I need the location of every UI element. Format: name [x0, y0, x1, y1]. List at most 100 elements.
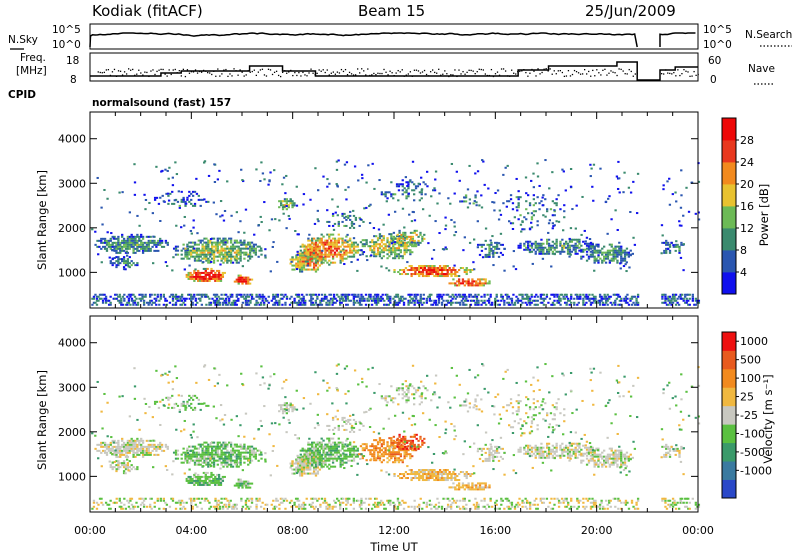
power-cell: [392, 249, 395, 252]
power-cell: [303, 256, 306, 259]
power-cell: [597, 261, 600, 264]
power-cell: [546, 242, 549, 245]
power-cell: [369, 297, 372, 300]
power-cell: [339, 250, 342, 253]
nave-dot: [594, 75, 596, 77]
power-cell: [132, 303, 135, 306]
power-cell: [418, 301, 421, 304]
velocity-cell: [126, 462, 130, 465]
power-cell: [343, 293, 346, 296]
power-cell: [388, 255, 391, 258]
power-cell: [239, 259, 242, 262]
power-cell: [350, 261, 353, 264]
power-cell: [677, 295, 681, 298]
power-cell: [356, 249, 359, 252]
power-cell: [398, 231, 401, 234]
power-cell: [187, 293, 190, 296]
power-cell: [612, 301, 615, 304]
power-cell: [193, 190, 197, 193]
power-cell: [228, 253, 231, 256]
power-cell: [363, 239, 366, 242]
power-cell: [261, 299, 264, 302]
power-cell: [413, 189, 416, 192]
velocity-cell: [301, 464, 304, 467]
power-cell: [245, 276, 248, 279]
power-cell: [608, 243, 611, 246]
power-cell: [632, 180, 635, 183]
velocity-cell: [229, 465, 233, 468]
power-cell: [387, 269, 391, 272]
velocity-cell: [134, 468, 137, 471]
power-cell: [191, 190, 195, 193]
power-cell: [399, 295, 403, 298]
power-cell: [124, 251, 128, 254]
power-cell: [151, 241, 154, 244]
power-cell: [97, 299, 100, 302]
velocity-cell: [191, 453, 195, 456]
power-cell: [226, 303, 229, 306]
power-cell: [171, 297, 175, 300]
power-cell: [240, 295, 243, 298]
power-cell: [174, 297, 178, 300]
power-cell: [517, 246, 520, 249]
power-cell: [224, 255, 227, 258]
power-cell: [220, 240, 223, 243]
noise-tick-high: 10^5: [52, 24, 81, 36]
velocity-cell: [245, 484, 248, 487]
power-cell: [199, 253, 202, 256]
power-cell: [671, 301, 675, 304]
power-cell: [368, 222, 372, 225]
power-cell: [542, 242, 545, 245]
power-cell: [440, 295, 444, 298]
power-cell: [186, 243, 189, 246]
power-cell: [456, 295, 459, 298]
power-cell: [245, 247, 248, 250]
velocity-cell: [220, 461, 223, 464]
velocity-cell: [314, 455, 318, 458]
power-cell: [559, 299, 562, 302]
power-cell: [184, 251, 187, 254]
power-cell: [218, 249, 221, 252]
power-cell: [264, 256, 267, 259]
power-cell: [316, 295, 319, 298]
power-cell: [217, 271, 221, 274]
power-cell: [186, 255, 189, 258]
power-cell: [278, 206, 281, 209]
power-cell: [157, 249, 160, 252]
power-cell: [214, 249, 218, 252]
power-cell: [203, 198, 206, 201]
power-cell: [620, 259, 623, 262]
power-cell: [629, 299, 632, 302]
power-cell: [375, 301, 378, 304]
power-cell: [410, 220, 414, 223]
power-cell: [346, 303, 349, 306]
power-cell: [299, 245, 302, 248]
power-cell: [540, 250, 543, 253]
power-cell: [195, 177, 198, 180]
power-cell: [399, 299, 403, 302]
power-cell: [186, 198, 189, 201]
power-cell: [187, 275, 190, 278]
velocity-cell: [216, 477, 219, 480]
power-cell: [220, 251, 223, 254]
power-cell: [117, 243, 120, 246]
power-cell: [553, 248, 556, 251]
power-cell: [318, 251, 321, 254]
velocity-cell: [122, 449, 126, 452]
velocity-cell: [314, 447, 318, 450]
nave-dot: [393, 74, 395, 77]
power-cell: [314, 167, 317, 170]
power-cell: [259, 301, 263, 304]
power-cell: [305, 248, 308, 251]
power-cell: [260, 253, 263, 256]
power-cell: [343, 216, 346, 219]
velocity-cell: [149, 439, 152, 442]
power-cell: [239, 274, 242, 277]
power-cell: [297, 266, 300, 269]
velocity-cell: [180, 461, 183, 464]
power-cell: [309, 254, 312, 257]
power-cell: [398, 301, 401, 304]
power-cell: [472, 261, 475, 264]
power-cell: [269, 270, 272, 273]
power-cell: [474, 295, 477, 298]
